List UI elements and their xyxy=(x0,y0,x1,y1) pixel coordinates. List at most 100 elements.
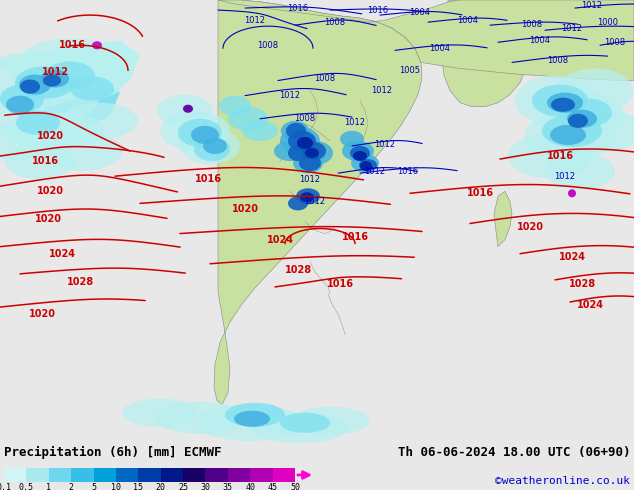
Text: 1020: 1020 xyxy=(37,131,63,141)
Text: 1012: 1012 xyxy=(555,172,576,181)
Text: 1016: 1016 xyxy=(398,167,418,175)
Polygon shape xyxy=(214,0,422,405)
Text: 1024: 1024 xyxy=(48,249,75,259)
Polygon shape xyxy=(288,196,308,210)
Text: 1012: 1012 xyxy=(299,175,321,184)
Text: 1020: 1020 xyxy=(29,309,56,319)
Text: 1016: 1016 xyxy=(342,232,368,242)
Text: 1012: 1012 xyxy=(365,167,385,175)
Text: 0.1: 0.1 xyxy=(0,483,11,490)
Polygon shape xyxy=(547,93,583,113)
Polygon shape xyxy=(15,67,75,98)
Polygon shape xyxy=(360,161,372,171)
Polygon shape xyxy=(472,0,634,16)
Polygon shape xyxy=(234,411,270,427)
Polygon shape xyxy=(280,127,320,155)
Polygon shape xyxy=(122,399,198,427)
Text: 1004: 1004 xyxy=(529,36,550,45)
Polygon shape xyxy=(568,189,576,197)
Bar xyxy=(228,468,250,482)
Text: 1016: 1016 xyxy=(327,279,354,289)
Polygon shape xyxy=(302,142,326,160)
Polygon shape xyxy=(296,188,320,204)
Polygon shape xyxy=(578,111,634,151)
Text: 1028: 1028 xyxy=(285,265,311,275)
Text: 1020: 1020 xyxy=(517,221,543,231)
Bar xyxy=(273,468,295,482)
Text: 1020: 1020 xyxy=(34,215,61,224)
Polygon shape xyxy=(551,98,575,112)
Text: 10: 10 xyxy=(111,483,121,490)
Polygon shape xyxy=(280,413,330,433)
Polygon shape xyxy=(228,107,268,131)
Text: 1012: 1012 xyxy=(304,197,325,206)
Text: Th 06-06-2024 18.00 UTC (06+90): Th 06-06-2024 18.00 UTC (06+90) xyxy=(398,446,630,459)
Text: 0.5: 0.5 xyxy=(19,483,34,490)
Text: 1012: 1012 xyxy=(245,16,266,24)
Text: 1016: 1016 xyxy=(32,156,58,166)
Text: 1016: 1016 xyxy=(287,3,309,13)
Bar xyxy=(160,468,183,482)
Polygon shape xyxy=(297,141,333,165)
Polygon shape xyxy=(525,111,615,161)
Polygon shape xyxy=(290,407,370,435)
Polygon shape xyxy=(70,76,114,100)
Text: 1000: 1000 xyxy=(597,18,619,26)
Text: 5: 5 xyxy=(91,483,96,490)
Text: 1004: 1004 xyxy=(429,44,451,53)
Text: 1008: 1008 xyxy=(547,56,569,65)
Polygon shape xyxy=(351,154,379,172)
Bar xyxy=(250,468,273,482)
Polygon shape xyxy=(225,403,285,427)
Text: 1016: 1016 xyxy=(547,151,574,161)
Text: 1016: 1016 xyxy=(58,40,86,50)
Text: 30: 30 xyxy=(200,483,210,490)
Polygon shape xyxy=(288,145,308,161)
Text: 1004: 1004 xyxy=(410,7,430,17)
Text: 1004: 1004 xyxy=(458,16,479,24)
Polygon shape xyxy=(274,141,306,161)
Text: 1016: 1016 xyxy=(195,174,221,184)
Polygon shape xyxy=(0,89,45,133)
Text: 1024: 1024 xyxy=(266,235,294,245)
Bar xyxy=(138,468,160,482)
Polygon shape xyxy=(550,125,586,145)
Text: ©weatheronline.co.uk: ©weatheronline.co.uk xyxy=(495,476,630,486)
Polygon shape xyxy=(342,141,374,161)
Text: 20: 20 xyxy=(156,483,165,490)
Bar xyxy=(27,468,49,482)
Polygon shape xyxy=(195,405,305,441)
Polygon shape xyxy=(0,40,140,100)
Bar xyxy=(94,468,116,482)
Text: 1008: 1008 xyxy=(294,114,316,123)
Polygon shape xyxy=(160,111,230,151)
Bar xyxy=(71,468,94,482)
Text: 2: 2 xyxy=(68,483,74,490)
Polygon shape xyxy=(178,119,222,147)
Polygon shape xyxy=(340,131,364,147)
Polygon shape xyxy=(532,85,588,117)
Polygon shape xyxy=(299,155,321,171)
Polygon shape xyxy=(16,111,60,135)
Polygon shape xyxy=(62,103,138,139)
Polygon shape xyxy=(442,0,526,107)
Polygon shape xyxy=(293,153,323,173)
Polygon shape xyxy=(297,137,313,149)
Text: 1028: 1028 xyxy=(569,279,595,289)
Polygon shape xyxy=(515,75,595,126)
Polygon shape xyxy=(542,115,602,147)
Text: 25: 25 xyxy=(178,483,188,490)
Polygon shape xyxy=(305,148,319,158)
Polygon shape xyxy=(203,138,227,154)
Polygon shape xyxy=(92,41,102,49)
Polygon shape xyxy=(191,126,219,144)
Polygon shape xyxy=(281,121,309,141)
Text: 1012: 1012 xyxy=(581,0,602,9)
Text: 45: 45 xyxy=(268,483,278,490)
Text: 35: 35 xyxy=(223,483,233,490)
Text: 1020: 1020 xyxy=(37,186,63,196)
Polygon shape xyxy=(359,159,377,171)
Polygon shape xyxy=(0,80,120,131)
Polygon shape xyxy=(20,38,120,82)
Text: 1016: 1016 xyxy=(368,5,389,15)
